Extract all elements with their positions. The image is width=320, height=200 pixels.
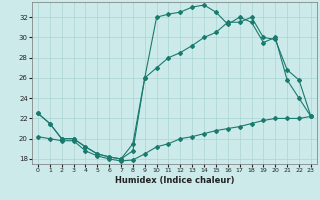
X-axis label: Humidex (Indice chaleur): Humidex (Indice chaleur) [115,176,234,185]
